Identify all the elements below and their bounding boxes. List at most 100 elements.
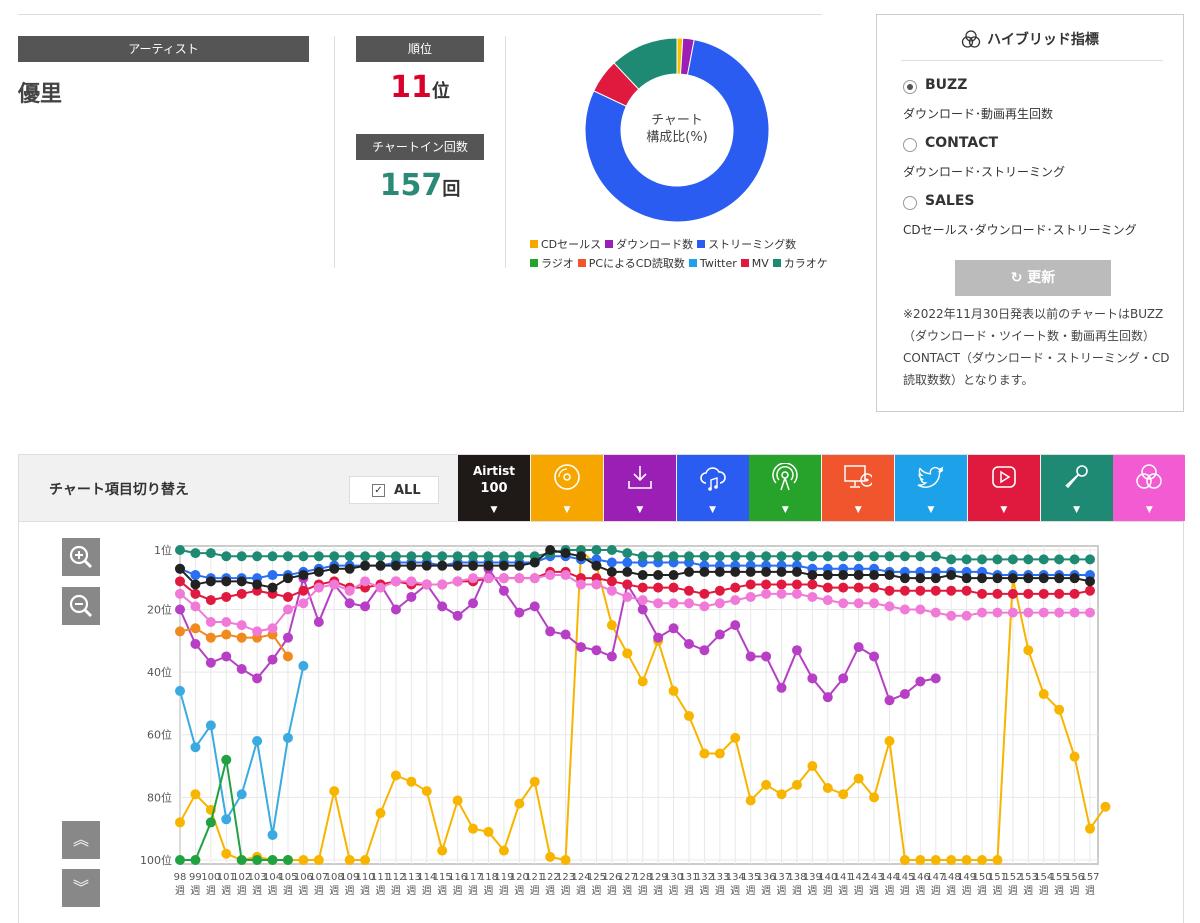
- series-point-streaming[interactable]: [606, 557, 617, 568]
- series-point-cd[interactable]: [745, 795, 756, 806]
- series-point-twitter[interactable]: [221, 814, 232, 825]
- series-point-airtist[interactable]: [730, 566, 741, 577]
- series-point-karaoke[interactable]: [1085, 554, 1095, 565]
- series-point-karaoke[interactable]: [205, 548, 216, 559]
- series-point-download[interactable]: [791, 645, 802, 656]
- series-point-mv[interactable]: [622, 579, 633, 590]
- series-point-mv[interactable]: [1085, 585, 1095, 596]
- series-point-hybrid[interactable]: [637, 595, 648, 606]
- series-point-cd[interactable]: [360, 855, 371, 865]
- series-point-cd[interactable]: [468, 823, 479, 834]
- series-point-airtist[interactable]: [1054, 573, 1065, 584]
- series-point-download[interactable]: [606, 651, 617, 662]
- series-point-cd[interactable]: [884, 736, 895, 747]
- series-point-radio[interactable]: [221, 754, 232, 765]
- series-point-mv[interactable]: [1038, 588, 1049, 599]
- series-point-karaoke[interactable]: [437, 551, 448, 562]
- series-point-radio[interactable]: [236, 855, 247, 865]
- series-point-download[interactable]: [221, 651, 232, 662]
- series-point-airtist[interactable]: [683, 566, 694, 577]
- series-point-download[interactable]: [282, 632, 293, 643]
- contact-radio[interactable]: [903, 138, 917, 152]
- series-point-mv[interactable]: [992, 588, 1003, 599]
- series-point-cd[interactable]: [822, 782, 833, 793]
- category-karaoke[interactable]: ▼: [1040, 455, 1113, 521]
- category-cd-sales[interactable]: ▼: [531, 455, 603, 521]
- series-point-karaoke[interactable]: [653, 551, 664, 562]
- series-point-airtist[interactable]: [344, 563, 355, 574]
- series-point-karaoke[interactable]: [267, 551, 278, 562]
- buzz-radio[interactable]: [903, 80, 917, 94]
- series-point-cd[interactable]: [869, 792, 880, 803]
- series-point-karaoke[interactable]: [390, 551, 401, 562]
- series-point-mv[interactable]: [683, 585, 694, 596]
- series-point-mv[interactable]: [699, 588, 710, 599]
- series-point-karaoke[interactable]: [714, 551, 725, 562]
- series-point-hybrid[interactable]: [668, 598, 679, 609]
- series-point-airtist[interactable]: [946, 570, 957, 581]
- series-point-airtist[interactable]: [699, 566, 710, 577]
- series-point-download[interactable]: [668, 623, 679, 634]
- series-point-karaoke[interactable]: [791, 551, 802, 562]
- series-point-hybrid[interactable]: [190, 601, 201, 612]
- series-point-pcread[interactable]: [190, 623, 201, 634]
- series-point-airtist[interactable]: [653, 570, 664, 581]
- series-point-mv[interactable]: [822, 582, 833, 593]
- series-point-airtist[interactable]: [591, 560, 602, 571]
- series-point-radio[interactable]: [267, 855, 278, 865]
- series-point-cd[interactable]: [699, 748, 710, 759]
- series-point-hybrid[interactable]: [761, 588, 772, 599]
- series-point-hybrid[interactable]: [344, 585, 355, 596]
- series-point-karaoke[interactable]: [776, 551, 787, 562]
- series-point-airtist[interactable]: [190, 579, 201, 590]
- series-point-hybrid[interactable]: [360, 576, 371, 587]
- series-point-airtist[interactable]: [992, 573, 1003, 584]
- series-point-hybrid[interactable]: [822, 595, 833, 606]
- series-point-airtist[interactable]: [1038, 573, 1049, 584]
- series-point-karaoke[interactable]: [637, 551, 648, 562]
- series-point-hybrid[interactable]: [205, 617, 216, 628]
- series-point-download[interactable]: [545, 626, 556, 637]
- series-point-hybrid[interactable]: [452, 576, 463, 587]
- series-point-hybrid[interactable]: [869, 598, 880, 609]
- series-point-cd[interactable]: [344, 855, 355, 865]
- series-point-karaoke[interactable]: [298, 551, 309, 562]
- series-point-hybrid[interactable]: [807, 591, 818, 602]
- series-point-airtist[interactable]: [267, 582, 278, 593]
- series-point-mv[interactable]: [1054, 588, 1065, 599]
- series-point-mv[interactable]: [838, 582, 849, 593]
- series-point-karaoke[interactable]: [730, 551, 741, 562]
- series-point-download[interactable]: [267, 654, 278, 665]
- series-point-radio[interactable]: [190, 855, 201, 865]
- series-point-hybrid[interactable]: [899, 604, 910, 615]
- series-point-mv[interactable]: [668, 582, 679, 593]
- series-point-hybrid[interactable]: [545, 570, 556, 581]
- series-point-download[interactable]: [776, 682, 787, 693]
- series-point-hybrid[interactable]: [653, 598, 664, 609]
- series-point-airtist[interactable]: [884, 570, 895, 581]
- series-point-cd[interactable]: [560, 855, 571, 865]
- series-point-hybrid[interactable]: [1023, 607, 1034, 618]
- series-point-karaoke[interactable]: [622, 548, 633, 559]
- series-point-airtist[interactable]: [329, 563, 340, 574]
- series-point-airtist[interactable]: [622, 566, 633, 577]
- series-point-download[interactable]: [437, 601, 448, 612]
- series-point-download[interactable]: [730, 620, 741, 631]
- series-point-airtist[interactable]: [175, 563, 185, 574]
- series-point-hybrid[interactable]: [606, 585, 617, 596]
- series-point-cd[interactable]: [992, 855, 1003, 865]
- series-point-mv[interactable]: [653, 582, 664, 593]
- series-point-karaoke[interactable]: [683, 551, 694, 562]
- series-point-hybrid[interactable]: [791, 588, 802, 599]
- series-point-airtist[interactable]: [421, 560, 432, 571]
- series-point-cd[interactable]: [838, 789, 849, 800]
- series-point-airtist[interactable]: [745, 566, 756, 577]
- series-point-hybrid[interactable]: [175, 588, 185, 599]
- category-pc-cd-read[interactable]: ▼: [822, 455, 895, 521]
- category-twitter[interactable]: ▼: [895, 455, 967, 521]
- series-point-cd[interactable]: [329, 786, 340, 797]
- series-point-mv[interactable]: [714, 585, 725, 596]
- series-point-hybrid[interactable]: [313, 582, 324, 593]
- series-point-hybrid[interactable]: [776, 588, 787, 599]
- series-point-airtist[interactable]: [452, 560, 463, 571]
